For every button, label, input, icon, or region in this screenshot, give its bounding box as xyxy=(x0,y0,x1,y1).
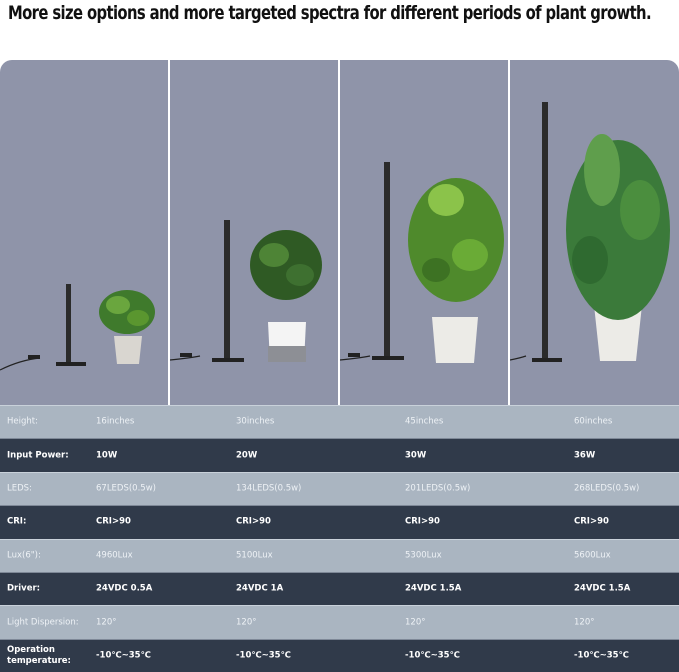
cell: 5600Lux xyxy=(574,550,611,561)
cell: 16inches xyxy=(96,416,135,427)
cell: 120° xyxy=(236,617,257,628)
cell: 67LEDS(0.5w) xyxy=(96,483,156,494)
row-label: Operation temperature: xyxy=(7,644,71,666)
cell: 5300Lux xyxy=(405,550,442,561)
cell: 24VDC 0.5A xyxy=(96,583,153,594)
row-label: Driver: xyxy=(7,583,41,594)
row-label: LEDS: xyxy=(7,483,32,494)
table-row-height: Height: 16inches 30inches 45inches 60inc… xyxy=(0,405,679,439)
lamp-plant-illustration xyxy=(170,220,322,362)
cell: 24VDC 1A xyxy=(236,583,284,594)
cell: 120° xyxy=(405,617,426,628)
cell: -10℃~35℃ xyxy=(405,650,460,661)
cell: 5100Lux xyxy=(236,550,273,561)
cell: CRI>90 xyxy=(405,516,440,527)
lamp-plant-illustration xyxy=(340,162,504,363)
cell: 30inches xyxy=(236,416,275,427)
cell: 201LEDS(0.5w) xyxy=(405,483,471,494)
cell: 20W xyxy=(236,450,258,461)
table-row-input-power: Input Power: 10W 20W 30W 36W xyxy=(0,438,679,472)
cell: 36W xyxy=(574,450,596,461)
cell: 10W xyxy=(96,450,118,461)
lamp-plant-illustration xyxy=(510,102,670,362)
panel-16-inch xyxy=(0,60,168,405)
spec-table: Height: 16inches 30inches 45inches 60inc… xyxy=(0,405,679,672)
table-row-lux: Lux(6"): 4960Lux 5100Lux 5300Lux 5600Lux xyxy=(0,538,679,572)
cell: 30W xyxy=(405,450,427,461)
cell: CRI>90 xyxy=(236,516,271,527)
cell: 4960Lux xyxy=(96,550,133,561)
cell: 24VDC 1.5A xyxy=(574,583,631,594)
row-label: Light Dispersion: xyxy=(7,617,79,628)
cell: 45inches xyxy=(405,416,444,427)
table-row-cri: CRI: CRI>90 CRI>90 CRI>90 CRI>90 xyxy=(0,505,679,539)
table-row-leds: LEDS: 67LEDS(0.5w) 134LEDS(0.5w) 201LEDS… xyxy=(0,471,679,506)
cell: 60inches xyxy=(574,416,613,427)
lamp-plant-illustration xyxy=(0,284,155,371)
cell: CRI>90 xyxy=(96,516,131,527)
headline: More size options and more targeted spec… xyxy=(8,2,652,24)
cell: 268LEDS(0.5w) xyxy=(574,483,640,494)
table-row-operation-temperature: Operation temperature: -10℃~35℃ -10℃~35℃… xyxy=(0,638,679,672)
cell: -10℃~35℃ xyxy=(574,650,629,661)
row-label: Lux(6"): xyxy=(7,550,41,561)
panel-30-inch xyxy=(170,60,338,405)
row-label: Input Power: xyxy=(7,450,69,461)
panel-60-inch xyxy=(510,60,679,405)
table-row-driver: Driver: 24VDC 0.5A 24VDC 1A 24VDC 1.5A 2… xyxy=(0,571,679,606)
table-row-light-dispersion: Light Dispersion: 120° 120° 120° 120° xyxy=(0,605,679,639)
cell: -10℃~35℃ xyxy=(236,650,291,661)
panel-45-inch xyxy=(340,60,508,405)
cell: 134LEDS(0.5w) xyxy=(236,483,302,494)
cell: 120° xyxy=(96,617,117,628)
row-label: Height: xyxy=(7,416,38,427)
product-images xyxy=(0,60,679,405)
cell: -10℃~35℃ xyxy=(96,650,151,661)
cell: CRI>90 xyxy=(574,516,609,527)
cell: 120° xyxy=(574,617,595,628)
row-label: CRI: xyxy=(7,516,27,527)
cell: 24VDC 1.5A xyxy=(405,583,462,594)
